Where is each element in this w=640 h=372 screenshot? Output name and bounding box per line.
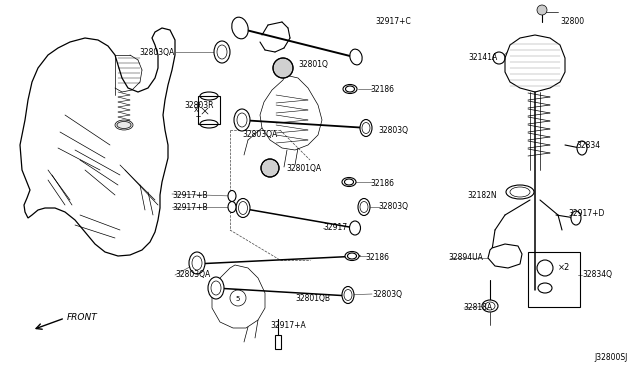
Bar (528, 252, 580, 307)
Text: 32803QA: 32803QA (140, 48, 175, 57)
Ellipse shape (349, 221, 360, 235)
Text: 32186: 32186 (370, 179, 394, 187)
Text: 32894UA: 32894UA (448, 253, 483, 263)
Bar (275, 335, 281, 349)
Ellipse shape (350, 49, 362, 65)
Ellipse shape (342, 177, 356, 186)
Text: 32801QA: 32801QA (286, 164, 321, 173)
Text: 32917+D: 32917+D (568, 208, 604, 218)
Text: 32186: 32186 (365, 253, 389, 262)
Text: FRONT: FRONT (67, 312, 98, 321)
Polygon shape (488, 244, 522, 268)
Text: 32834Q: 32834Q (582, 270, 612, 279)
Text: ×2: ×2 (558, 263, 570, 273)
Text: 32917: 32917 (323, 224, 347, 232)
Text: 5: 5 (236, 296, 240, 302)
Text: 32800: 32800 (560, 17, 584, 26)
Text: X: X (194, 107, 199, 113)
Text: 32801Q: 32801Q (298, 61, 328, 70)
Text: 32803QA: 32803QA (175, 270, 211, 279)
Text: 32818A: 32818A (463, 304, 492, 312)
Text: 32917+B: 32917+B (172, 202, 207, 212)
Ellipse shape (228, 202, 236, 212)
Ellipse shape (234, 109, 250, 131)
Text: 32803Q: 32803Q (372, 291, 402, 299)
Ellipse shape (506, 185, 534, 199)
Ellipse shape (208, 277, 224, 299)
Text: 32917+A: 32917+A (270, 321, 306, 330)
Ellipse shape (577, 141, 587, 155)
Bar (198, 96, 220, 124)
Text: 32186: 32186 (370, 86, 394, 94)
Ellipse shape (345, 251, 359, 260)
Text: 32803Q: 32803Q (378, 202, 408, 212)
Circle shape (273, 58, 293, 78)
Text: 32917+B: 32917+B (172, 192, 207, 201)
Ellipse shape (228, 190, 236, 202)
Text: J32800SJ: J32800SJ (595, 353, 628, 362)
Text: 32182N: 32182N (467, 190, 497, 199)
Text: 32801QB: 32801QB (295, 294, 330, 302)
Ellipse shape (360, 119, 372, 137)
Text: 32917+C: 32917+C (375, 17, 411, 26)
Ellipse shape (189, 252, 205, 274)
Ellipse shape (482, 300, 498, 312)
Text: 32803Q: 32803Q (378, 125, 408, 135)
Ellipse shape (214, 41, 230, 63)
Text: 32803R: 32803R (184, 100, 214, 109)
Ellipse shape (342, 286, 354, 304)
Ellipse shape (343, 84, 357, 93)
Circle shape (537, 5, 547, 15)
Ellipse shape (232, 17, 248, 39)
Circle shape (261, 159, 279, 177)
Ellipse shape (115, 120, 133, 130)
Text: 32803QA: 32803QA (242, 129, 277, 138)
Ellipse shape (236, 199, 250, 218)
Text: 32834: 32834 (576, 141, 600, 150)
Ellipse shape (571, 211, 581, 225)
Polygon shape (20, 28, 175, 256)
Polygon shape (505, 35, 565, 92)
Text: 32141A: 32141A (468, 54, 497, 62)
Ellipse shape (358, 199, 370, 215)
